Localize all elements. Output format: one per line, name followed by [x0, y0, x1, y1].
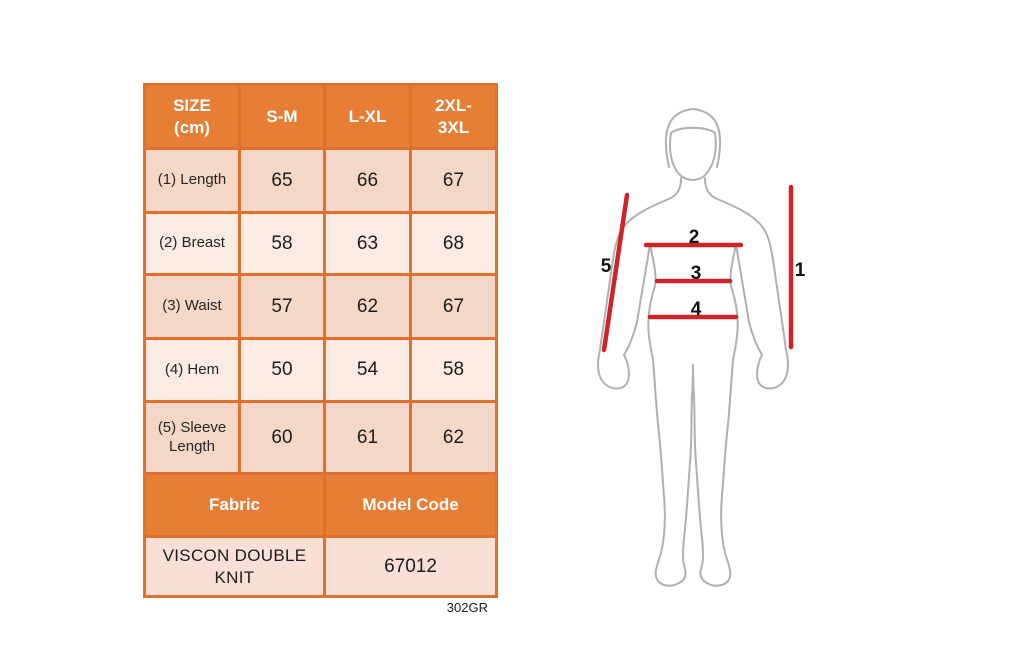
value-breast-s-m: 58 [241, 214, 323, 273]
value-hem-l-xl: 54 [326, 340, 409, 400]
measure-label-1: 1 [794, 260, 806, 281]
model-code-value-cell: 67012 [326, 538, 495, 595]
body-measurement-diagram [597, 108, 794, 587]
value-length-2xl-3xl: 67 [412, 150, 495, 211]
row-label-length: (1) Length [146, 150, 238, 211]
value-waist-s-m: 57 [241, 276, 323, 337]
fabric-header-cell: Fabric [146, 475, 323, 535]
measure-line-5-sleeve [601, 192, 630, 353]
measure-label-2: 2 [688, 227, 700, 248]
row-label-sleeve-length: (5) Sleeve Length [146, 403, 238, 472]
header-cell-l-xl: L-XL [326, 86, 409, 147]
value-sleeve-s-m: 60 [241, 403, 323, 472]
row-label-breast: (2) Breast [146, 214, 238, 273]
body-outline-figure [597, 108, 789, 587]
value-breast-2xl-3xl: 68 [412, 214, 495, 273]
article-code: 302GR [446, 600, 488, 615]
value-hem-2xl-3xl: 58 [412, 340, 495, 400]
value-sleeve-l-xl: 61 [326, 403, 409, 472]
value-length-s-m: 65 [241, 150, 323, 211]
header-cell-2xl-3xl: 2XL- 3XL [412, 86, 495, 147]
value-hem-s-m: 50 [241, 340, 323, 400]
fabric-value-cell: VISCON DOUBLE KNIT [146, 538, 323, 595]
measure-label-3: 3 [690, 263, 702, 284]
value-length-l-xl: 66 [326, 150, 409, 211]
header-cell-s-m: S-M [241, 86, 323, 147]
model-code-header-cell: Model Code [326, 475, 495, 535]
value-waist-2xl-3xl: 67 [412, 276, 495, 337]
header-cell-size: SIZE (cm) [146, 86, 238, 147]
row-label-hem: (4) Hem [146, 340, 238, 400]
value-waist-l-xl: 62 [326, 276, 409, 337]
size-chart-table: SIZE (cm) S-M L-XL 2XL- 3XL (1) Length 6… [143, 83, 498, 598]
value-sleeve-2xl-3xl: 62 [412, 403, 495, 472]
measure-label-4: 4 [690, 299, 702, 320]
measure-label-5: 5 [600, 256, 612, 277]
value-breast-l-xl: 63 [326, 214, 409, 273]
row-label-waist: (3) Waist [146, 276, 238, 337]
